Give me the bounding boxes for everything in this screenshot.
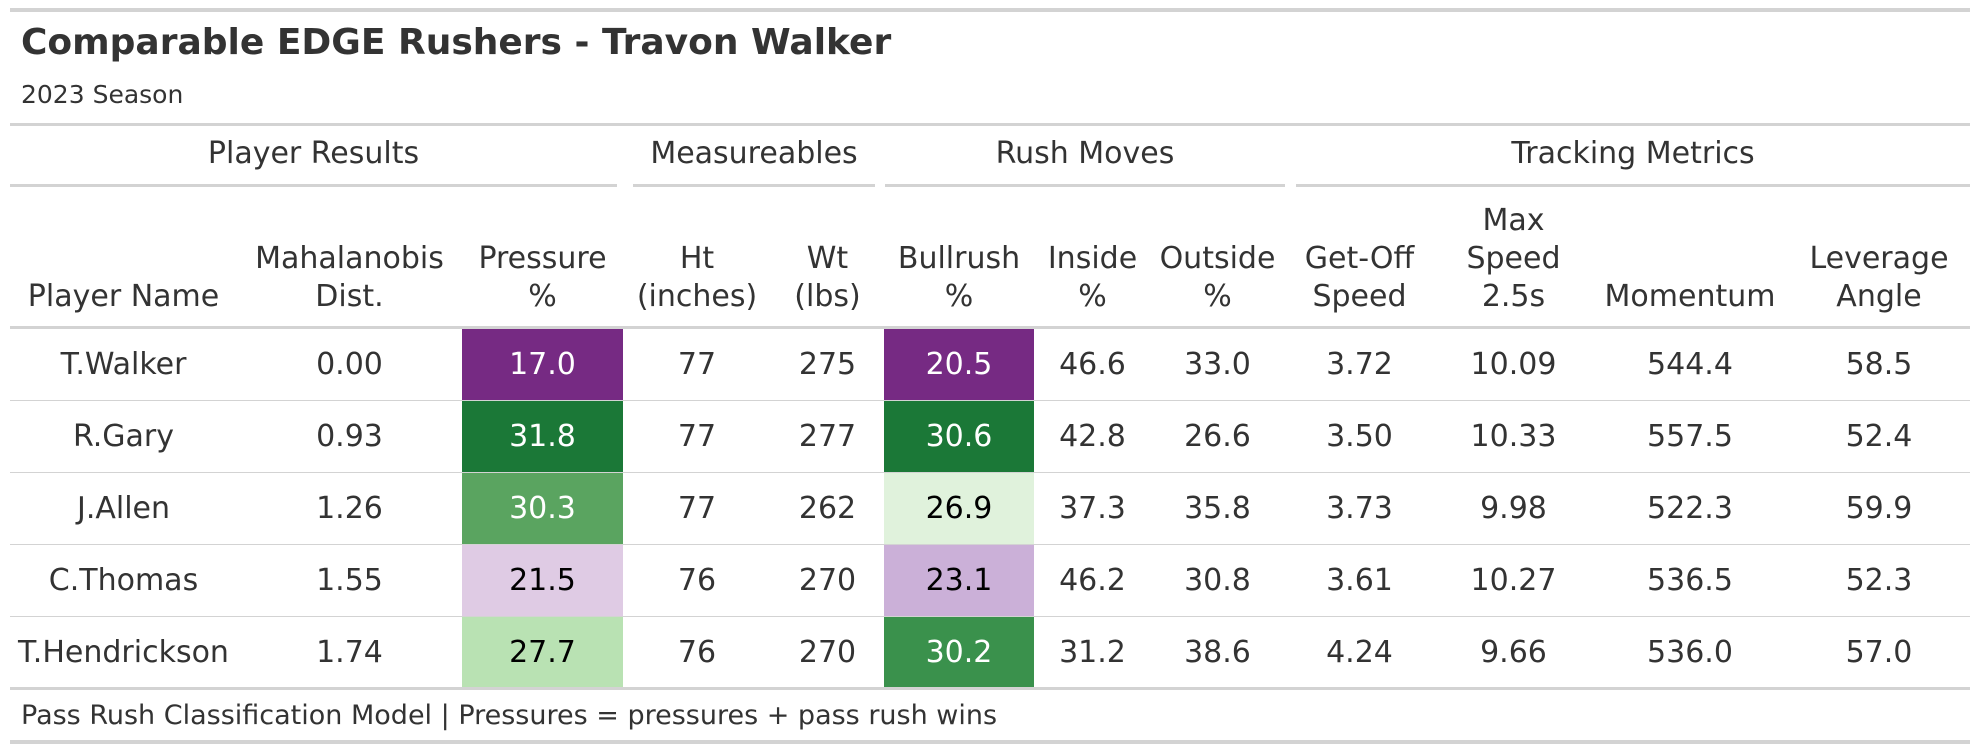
- cell-getoff-speed: 3.72: [1284, 329, 1435, 401]
- cell-weight: 277: [771, 400, 884, 473]
- cell-player-name: R.Gary: [10, 400, 237, 473]
- table-row: T.Hendrickson 1.74 27.7 76 270 30.2 31.2…: [10, 616, 1970, 688]
- colhead-mahalanobis-dist: Mahalanobis Dist.: [255, 241, 444, 314]
- cell-outside: 33.0: [1151, 329, 1284, 401]
- cell-height: 76: [623, 544, 771, 617]
- cell-momentum: 544.4: [1592, 329, 1788, 401]
- table-row: R.Gary 0.93 31.8 77 277 30.6 42.8 26.6 3…: [10, 400, 1970, 473]
- cell-max-speed: 9.98: [1435, 472, 1592, 545]
- cell-inside: 46.2: [1034, 544, 1151, 617]
- cell-bullrush: 30.2: [884, 616, 1034, 688]
- cell-inside: 46.6: [1034, 329, 1151, 401]
- spanner-measureables: Measureables: [650, 136, 858, 171]
- cell-inside: 42.8: [1034, 400, 1151, 473]
- spanner-rule-measureables: [633, 184, 875, 187]
- cell-player-name: T.Walker: [10, 329, 237, 401]
- colhead-pressure: Pressure%: [478, 241, 607, 314]
- colhead-getoff-speed: Get-Off Speed: [1304, 241, 1415, 314]
- cell-getoff-speed: 3.73: [1284, 472, 1435, 545]
- cell-weight: 262: [771, 472, 884, 545]
- cell-pressure: 31.8: [462, 400, 623, 473]
- table-title: Comparable EDGE Rushers - Travon Walker: [21, 22, 892, 63]
- colhead-momentum: Momentum: [1604, 279, 1776, 314]
- cell-getoff-speed: 4.24: [1326, 635, 1393, 670]
- data-table: T.Walker 0.00 17.0 77 275 20.5 46.6 33.0…: [10, 329, 1970, 688]
- spanner-tracking-metrics: Tracking Metrics: [1511, 136, 1755, 171]
- spanner-rule-player-results: [10, 184, 617, 187]
- cell-weight: 275: [771, 329, 884, 401]
- cell-player-name: C.Thomas: [10, 544, 237, 617]
- table-subtitle: 2023 Season: [21, 80, 184, 109]
- column-header-rule: [10, 326, 1970, 329]
- cell-max-speed: 10.09: [1435, 329, 1592, 401]
- colhead-leverage-angle: Leverage Angle: [1809, 241, 1949, 314]
- cell-leverage-angle: 52.3: [1788, 544, 1970, 617]
- table-row: J.Allen 1.26 30.3 77 262 26.9 37.3 35.8 …: [10, 472, 1970, 545]
- cell-leverage-angle: 52.4: [1788, 400, 1970, 473]
- cell-weight: 270: [798, 635, 857, 670]
- cell-bullrush: 30.6: [884, 400, 1034, 473]
- table-row: C.Thomas 1.55 21.5 76 270 23.1 46.2 30.8…: [10, 544, 1970, 617]
- cell-momentum: 536.5: [1592, 544, 1788, 617]
- cell-leverage-angle: 58.5: [1788, 329, 1970, 401]
- cell-mahalanobis-dist: 0.93: [237, 400, 462, 473]
- table-row: T.Walker 0.00 17.0 77 275 20.5 46.6 33.0…: [10, 329, 1970, 401]
- cell-mahalanobis-dist: 1.26: [237, 472, 462, 545]
- cell-height: 77: [623, 329, 771, 401]
- cell-outside: 35.8: [1151, 472, 1284, 545]
- end-rule: [10, 740, 1970, 744]
- cell-bullrush: 20.5: [884, 329, 1034, 401]
- colhead-height: Ht (inches): [636, 241, 758, 314]
- cell-mahalanobis-dist: 1.55: [237, 544, 462, 617]
- cell-leverage-angle: 57.0: [1845, 635, 1913, 670]
- cell-outside: 30.8: [1151, 544, 1284, 617]
- colhead-outside: Outside%: [1159, 241, 1276, 314]
- colhead-player-name: Player Name: [27, 279, 220, 314]
- cell-height: 77: [623, 400, 771, 473]
- cell-getoff-speed: 3.61: [1284, 544, 1435, 617]
- cell-bullrush: 26.9: [884, 472, 1034, 545]
- cell-max-speed: 10.27: [1435, 544, 1592, 617]
- cell-mahalanobis-dist: 0.00: [237, 329, 462, 401]
- cell-inside: 31.2: [1059, 635, 1126, 670]
- cell-momentum: 536.0: [1647, 635, 1733, 670]
- colhead-bullrush: Bullrush%: [897, 241, 1021, 314]
- top-rule: [10, 8, 1970, 12]
- colhead-weight: Wt (lbs): [794, 241, 861, 314]
- cell-momentum: 522.3: [1592, 472, 1788, 545]
- cell-weight: 270: [771, 544, 884, 617]
- colhead-max-speed: Max Speed 2.5s: [1466, 203, 1561, 314]
- cell-pressure: 27.7: [462, 616, 623, 688]
- cell-outside: 38.6: [1184, 635, 1251, 670]
- cell-leverage-angle: 59.9: [1788, 472, 1970, 545]
- spanner-rule-tracking-metrics: [1296, 184, 1970, 187]
- cell-pressure: 21.5: [462, 544, 623, 617]
- spanner-player-results: Player Results: [207, 136, 420, 171]
- colhead-inside: Inside%: [1047, 241, 1138, 314]
- cell-getoff-speed: 3.50: [1284, 400, 1435, 473]
- cell-height: 76: [677, 635, 717, 670]
- cell-momentum: 557.5: [1592, 400, 1788, 473]
- spanner-rule-rush-moves: [885, 184, 1285, 187]
- cell-player-name: J.Allen: [10, 472, 237, 545]
- cell-mahalanobis-dist: 1.74: [316, 635, 383, 670]
- cell-max-speed: 9.66: [1480, 635, 1547, 670]
- cell-player-name: T.Hendrickson: [18, 635, 229, 670]
- cell-bullrush: 23.1: [884, 544, 1034, 617]
- cell-outside: 26.6: [1151, 400, 1284, 473]
- cell-inside: 37.3: [1034, 472, 1151, 545]
- spanner-rush-moves: Rush Moves: [995, 136, 1175, 171]
- table-bottom-rule: [10, 687, 1970, 690]
- header-rule: [10, 123, 1970, 126]
- cell-max-speed: 10.33: [1435, 400, 1592, 473]
- cell-pressure: 17.0: [462, 329, 623, 401]
- table-footnote: Pass Rush Classification Model | Pressur…: [21, 700, 998, 731]
- cell-height: 77: [623, 472, 771, 545]
- cell-pressure: 30.3: [462, 472, 623, 545]
